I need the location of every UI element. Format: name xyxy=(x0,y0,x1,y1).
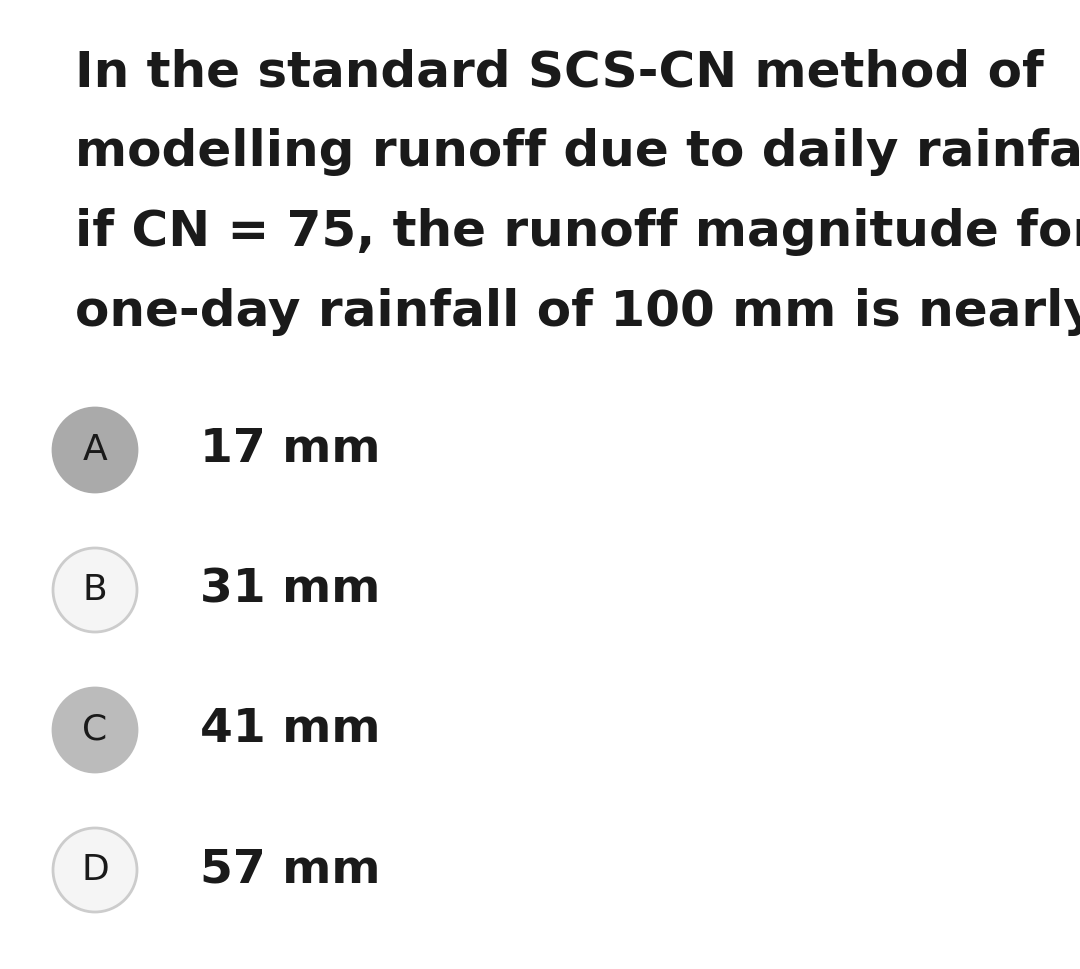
Text: In the standard SCS-CN method of: In the standard SCS-CN method of xyxy=(75,48,1044,96)
Text: D: D xyxy=(81,853,109,887)
Text: 31 mm: 31 mm xyxy=(200,568,380,612)
Text: one-day rainfall of 100 mm is nearly: one-day rainfall of 100 mm is nearly xyxy=(75,288,1080,336)
Text: 17 mm: 17 mm xyxy=(200,427,380,473)
Text: B: B xyxy=(83,573,107,607)
Text: if CN = 75, the runoff magnitude for a: if CN = 75, the runoff magnitude for a xyxy=(75,208,1080,256)
Text: 57 mm: 57 mm xyxy=(200,848,380,892)
Text: modelling runoff due to daily rainfall,: modelling runoff due to daily rainfall, xyxy=(75,128,1080,176)
Ellipse shape xyxy=(53,548,137,632)
Text: A: A xyxy=(83,433,107,467)
Ellipse shape xyxy=(53,408,137,492)
Text: 41 mm: 41 mm xyxy=(200,707,380,753)
Text: C: C xyxy=(82,713,108,747)
Ellipse shape xyxy=(53,828,137,912)
Ellipse shape xyxy=(53,688,137,772)
